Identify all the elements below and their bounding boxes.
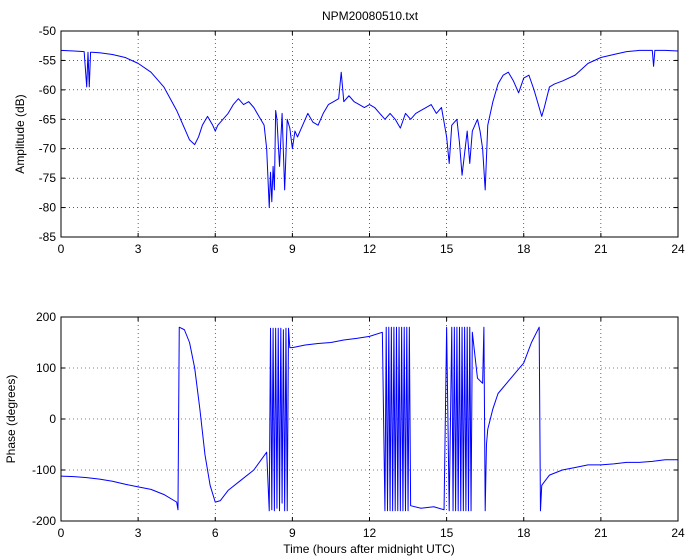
phase-xtick-label: 3 (135, 526, 142, 540)
phase-line-series (60, 326, 678, 512)
amplitude-ytick-label: -70 (39, 142, 57, 156)
amplitude-xtick-label: 21 (594, 242, 608, 256)
amplitude-ytick-label: -50 (39, 24, 57, 38)
phase-ytick-label: -100 (32, 463, 56, 477)
phase-ticks: 0 3 6 9 12 15 18 21 24 -200 -100 0 100 200 (32, 310, 685, 540)
time-x-axis-label: Time (hours after midnight UTC) (283, 542, 455, 556)
amplitude-ticks: 0 3 6 9 12 15 18 21 24 -85 -80 -75 -70 -65 -60 -55 -50 (39, 24, 685, 256)
phase-ytick-label: -200 (32, 514, 56, 528)
amplitude-ytick-label: -65 (39, 112, 57, 126)
phase-ytick-label: 200 (36, 310, 56, 324)
amplitude-plot-area (61, 31, 678, 237)
phase-ytick-label: 0 (49, 412, 56, 426)
amplitude-series (60, 49, 679, 209)
amplitude-grid (61, 31, 678, 237)
amplitude-xtick-label: 18 (517, 242, 531, 256)
phase-xtick-label: 6 (212, 526, 219, 540)
phase-y-axis-label: Phase (degrees) (4, 375, 18, 464)
amplitude-ytick-label: -75 (39, 171, 57, 185)
amplitude-xtick-label: 6 (212, 242, 219, 256)
amplitude-ytick-label: -60 (39, 83, 57, 97)
amplitude-ytick-label: -55 (39, 53, 57, 67)
amplitude-xtick-label: 3 (135, 242, 142, 256)
phase-grid (61, 317, 678, 521)
phase-xtick-label: 0 (58, 526, 65, 540)
phase-xtick-label: 15 (440, 526, 454, 540)
amplitude-ytick-label: -80 (39, 201, 57, 215)
phase-xtick-label: 9 (289, 526, 296, 540)
amplitude-xtick-label: 24 (671, 242, 685, 256)
amplitude-ytick-label: -85 (39, 230, 57, 244)
amplitude-xtick-label: 12 (363, 242, 377, 256)
amplitude-line-series (60, 49, 679, 209)
amplitude-y-axis-label: Amplitude (dB) (13, 94, 27, 173)
amplitude-plot: 0 3 6 9 12 15 18 21 24 -85 -80 -75 -70 -65 -60 -55 -50 A… (13, 24, 685, 256)
phase-series (60, 326, 678, 512)
amplitude-xtick-label: 9 (289, 242, 296, 256)
phase-plot: 0 3 6 9 12 15 18 21 24 -200 -100 0 100 200 Phase (deg… (4, 310, 685, 556)
amplitude-xtick-label: 15 (440, 242, 454, 256)
phase-ytick-label: 100 (36, 361, 56, 375)
phase-xtick-label: 21 (594, 526, 608, 540)
phase-xtick-label: 18 (517, 526, 531, 540)
phase-xtick-label: 12 (363, 526, 377, 540)
amplitude-xtick-label: 0 (58, 242, 65, 256)
phase-xtick-label: 24 (671, 526, 685, 540)
chart-title: NPM20080510.txt (322, 9, 419, 23)
